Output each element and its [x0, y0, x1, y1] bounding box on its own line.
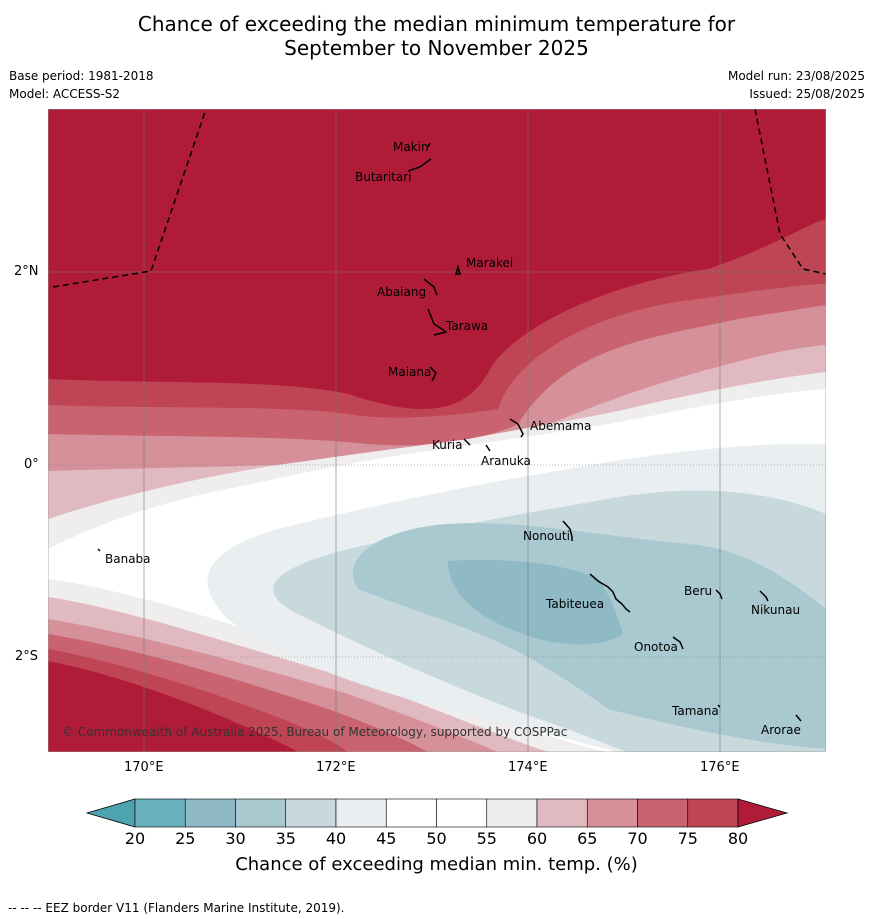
colorbar-low-extend: [86, 798, 136, 828]
lat-label-2s: 2°S: [15, 649, 39, 664]
colorbar: [86, 798, 789, 828]
colorbar-tick-label: 45: [376, 829, 397, 848]
map-canvas: Makin Butaritari Marakei Abaiang Tarawa …: [48, 109, 826, 752]
colorbar-segment: [385, 798, 437, 828]
base-period: Base period: 1981-2018: [9, 69, 154, 83]
colorbar-segment: [586, 798, 638, 828]
place-label: Tabiteuea: [545, 597, 604, 611]
place-label: Banaba: [105, 552, 151, 566]
colorbar-segment: [536, 798, 588, 828]
copyright-notice: © Commonwealth of Australia 2025, Bureau…: [62, 725, 567, 739]
place-label: Marakei: [466, 256, 513, 270]
colorbar-tick-label: 65: [577, 829, 598, 848]
place-label: Makin: [393, 140, 429, 154]
colorbar-segment: [285, 798, 337, 828]
lat-label-2n: 2°N: [14, 264, 39, 279]
place-label: Beru: [684, 584, 712, 598]
colorbar-tick-label: 60: [526, 829, 548, 848]
lon-label-176e: 176°E: [700, 760, 740, 775]
place-label: Nonouti: [523, 529, 570, 543]
place-label: Tamana: [671, 704, 719, 718]
colorbar-segment: [335, 798, 387, 828]
lat-label-0: 0°: [24, 457, 39, 472]
place-label: Nikunau: [751, 603, 800, 617]
colorbar-tick-label: 70: [627, 829, 648, 848]
island-outlines: [97, 142, 802, 722]
eez-border: [52, 109, 826, 288]
meta-right: Model run: 23/08/2025 Issued: 25/08/2025: [728, 67, 865, 103]
lon-label-172e: 172°E: [316, 760, 356, 775]
colorbar-tick-label: 25: [175, 829, 196, 848]
place-label: Aranuka: [481, 454, 531, 468]
meta-left: Base period: 1981-2018 Model: ACCESS-S2: [9, 67, 154, 103]
colorbar-tick-label: 75: [677, 829, 698, 848]
issued-date: Issued: 25/08/2025: [749, 87, 865, 101]
title-line-2: September to November 2025: [284, 36, 589, 60]
colorbar-tick-label: 55: [476, 829, 497, 848]
colorbar-segment: [637, 798, 689, 828]
place-labels: Makin Butaritari Marakei Abaiang Tarawa …: [105, 140, 801, 737]
colorbar-tick-label: 35: [275, 829, 296, 848]
band-25-30: [448, 559, 623, 645]
model-name: Model: ACCESS-S2: [9, 87, 121, 101]
eez-footer-note: -- -- -- EEZ border V11 (Flanders Marine…: [8, 901, 345, 915]
colorbar-tick-label: 20: [124, 829, 146, 848]
title-line-1: Chance of exceeding the median minimum t…: [137, 12, 736, 36]
place-label: Maiana: [388, 365, 431, 379]
colorbar-tick-label: 80: [727, 829, 749, 848]
place-label: Onotoa: [634, 640, 678, 654]
colorbar-segment: [134, 798, 186, 828]
place-label: Abemama: [530, 419, 591, 433]
colorbar-tick-label: 30: [225, 829, 246, 848]
place-label: Butaritari: [355, 170, 412, 184]
colorbar-high-extend: [737, 798, 789, 828]
colorbar-segment: [235, 798, 287, 828]
place-label: Kuria: [432, 438, 463, 452]
colorbar-segment: [486, 798, 538, 828]
colorbar-segment: [687, 798, 739, 828]
colorbar-segment: [184, 798, 236, 828]
colorbar-tick-label: 50: [426, 829, 447, 848]
grid-lines: [48, 109, 826, 752]
colorbar-tick-label: 40: [325, 829, 347, 848]
colorbar-segment: [436, 798, 488, 828]
place-label: Tarawa: [445, 319, 488, 333]
model-run: Model run: 23/08/2025: [727, 69, 865, 83]
colorbar-title: Chance of exceeding median min. temp. (%…: [235, 854, 638, 875]
lon-label-174e: 174°E: [508, 760, 548, 775]
lon-label-170e: 170°E: [124, 760, 164, 775]
band-south-80-plus: [48, 661, 298, 752]
map-title: Chance of exceeding the median minimum t…: [0, 12, 873, 60]
place-label: Arorae: [761, 723, 801, 737]
place-label: Abaiang: [377, 285, 426, 299]
